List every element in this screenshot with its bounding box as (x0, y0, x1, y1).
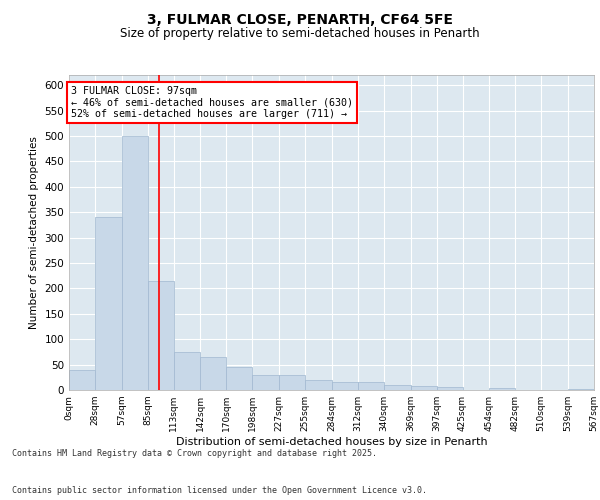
Bar (490, 388, 515, 390)
Text: 3 FULMAR CLOSE: 97sqm
← 46% of semi-detached houses are smaller (630)
52% of sem: 3 FULMAR CLOSE: 97sqm ← 46% of semi-deta… (71, 86, 353, 120)
Bar (148, 281, 173, 390)
Bar (69, 370, 95, 390)
Bar (358, 382, 384, 390)
Bar (226, 367, 253, 390)
Bar (122, 136, 148, 390)
Bar (253, 375, 279, 390)
Bar (384, 385, 410, 390)
Text: Size of property relative to semi-detached houses in Penarth: Size of property relative to semi-detach… (120, 28, 480, 40)
Text: 3, FULMAR CLOSE, PENARTH, CF64 5FE: 3, FULMAR CLOSE, PENARTH, CF64 5FE (147, 12, 453, 26)
Bar (410, 386, 437, 390)
Bar (437, 388, 463, 390)
Bar (200, 357, 226, 390)
X-axis label: Distribution of semi-detached houses by size in Penarth: Distribution of semi-detached houses by … (176, 437, 487, 447)
Bar (279, 375, 305, 390)
Bar (332, 382, 358, 390)
Bar (173, 352, 200, 390)
Text: Contains HM Land Registry data © Crown copyright and database right 2025.: Contains HM Land Registry data © Crown c… (12, 448, 377, 458)
Bar (305, 380, 332, 390)
Bar (95, 218, 122, 390)
Y-axis label: Number of semi-detached properties: Number of semi-detached properties (29, 136, 39, 329)
Text: Contains public sector information licensed under the Open Government Licence v3: Contains public sector information licen… (12, 486, 427, 495)
